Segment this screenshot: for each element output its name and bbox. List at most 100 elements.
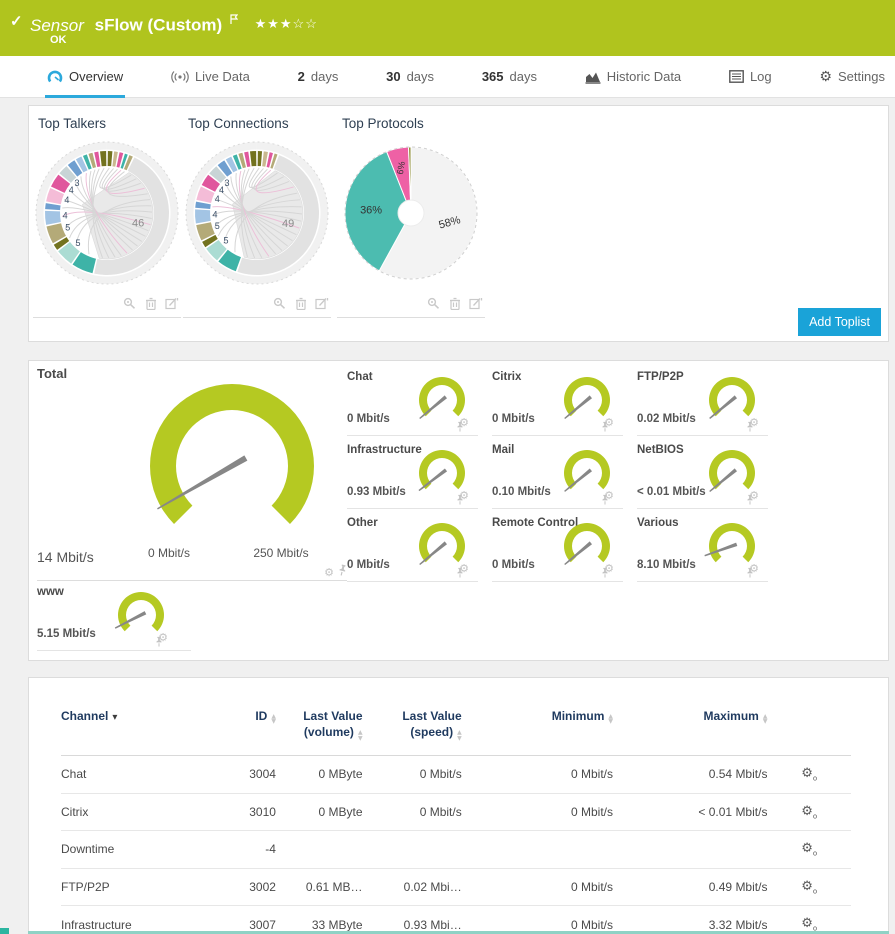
mini-gauge-citrix: Citrix 0 Mbit/s ⚙ — [492, 369, 623, 436]
col-header-last-speed[interactable]: Last Value (speed) ▲ ▼ — [362, 696, 462, 756]
gauge-gear-icon[interactable]: ⚙ — [749, 562, 759, 575]
add-toplist-button[interactable]: Add Toplist — [798, 308, 881, 336]
toplist-delete-icon[interactable] — [449, 297, 461, 315]
channel-settings-gear-icon[interactable]: ⚙o — [801, 803, 818, 821]
col-header-maximum[interactable]: Maximum ▲ ▼ — [613, 696, 768, 756]
gauge-gear-icon[interactable]: ⚙ — [749, 489, 759, 502]
mini-gauge-remote-control: Remote Control 0 Mbit/s ⚙ — [492, 515, 623, 582]
channel-settings-gear-icon[interactable]: ⚙o — [801, 916, 818, 933]
sort-desc-icon: ▾ — [112, 712, 118, 723]
svg-text:4: 4 — [69, 185, 74, 195]
tab-30-days[interactable]: 30 days — [386, 69, 435, 84]
live-data-broadcast-icon — [171, 70, 189, 84]
top-protocols-pie-chart[interactable]: 58% 36% 6% — [337, 133, 485, 298]
toplist-delete-icon[interactable] — [295, 297, 307, 315]
channel-settings-gear-icon[interactable]: ⚙o — [801, 878, 818, 896]
svg-text:4: 4 — [63, 211, 68, 221]
gauge-gear-icon[interactable]: ⚙ — [459, 562, 469, 575]
sort-icon: ▲ ▼ — [457, 729, 462, 742]
cell-id: 3002 — [211, 867, 276, 906]
gauge-gear-icon[interactable]: ⚙ — [604, 489, 614, 502]
svg-text:5: 5 — [76, 238, 81, 248]
cell-speed: 0.02 Mbi… — [362, 867, 462, 906]
next-panel-accent — [0, 928, 9, 934]
tab-label: Live Data — [194, 69, 250, 84]
tab-label: Overview — [69, 69, 124, 84]
mini-gauge-mail: Mail 0.10 Mbit/s ⚙ — [492, 442, 623, 509]
gauge-pin-icon[interactable] — [338, 563, 347, 581]
tab-label: days — [310, 69, 339, 84]
cell-volume: 0 MByte — [275, 792, 363, 831]
mini-gauge-infrastructure: Infrastructure 0.93 Mbit/s ⚙ — [347, 442, 478, 509]
svg-text:5: 5 — [224, 236, 229, 246]
mini-gauge-various: Various 8.10 Mbit/s ⚙ — [637, 515, 768, 582]
toplist-edit-icon[interactable] — [165, 297, 179, 315]
toplist-edit-icon[interactable] — [469, 297, 483, 315]
cell-max: 0.54 Mbit/s — [613, 754, 768, 794]
mini-gauge-ftp-p2p: FTP/P2P 0.02 Mbit/s ⚙ — [637, 369, 768, 436]
sort-icon: ▲ ▼ — [608, 713, 614, 726]
cell-volume: 0.61 MB… — [275, 867, 363, 906]
top-connections-chord-chart[interactable]: 49 5 5 4 4 4 3 — [183, 133, 331, 298]
svg-text:5: 5 — [215, 221, 220, 231]
gauge-gear-icon[interactable]: ⚙ — [459, 489, 469, 502]
col-header-minimum[interactable]: Minimum ▲ ▼ — [461, 696, 614, 756]
svg-text:4: 4 — [213, 210, 218, 220]
cell-channel: FTP/P2P — [61, 867, 212, 906]
gauge-gear-icon[interactable]: ⚙ — [749, 416, 759, 429]
tab-overview[interactable]: Overview — [45, 58, 126, 98]
toplist-edit-icon[interactable] — [315, 297, 329, 315]
tab-settings[interactable]: ⚙ Settings — [817, 58, 887, 98]
channel-settings-gear-icon[interactable]: ⚙o — [801, 765, 818, 783]
gauge-gear-icon[interactable]: ⚙ — [604, 416, 614, 429]
tab-historic-data[interactable]: Historic Data — [583, 58, 683, 98]
toplist-review-icon[interactable] — [123, 297, 137, 315]
flag-icon[interactable] — [230, 9, 239, 28]
col-header-channel[interactable]: Channel ▾ — [61, 696, 212, 756]
mini-gauge-netbios: NetBIOS < 0.01 Mbit/s ⚙ — [637, 442, 768, 509]
top-talkers-chord-chart[interactable]: 46 5 5 4 4 4 3 — [33, 133, 181, 298]
settings-gear-icon: ⚙ — [819, 68, 832, 85]
tab-label: days — [509, 69, 537, 84]
cell-channel: Chat — [61, 754, 212, 794]
cell-id: 3004 — [211, 754, 276, 794]
toplist-delete-icon[interactable] — [145, 297, 157, 315]
tab-label: days — [406, 69, 435, 84]
toplist-review-icon[interactable] — [273, 297, 287, 315]
table-row: FTP/P2P 3002 0.61 MB… 0.02 Mbi… 0 Mbit/s… — [61, 867, 851, 906]
gauge-gear-icon[interactable]: ⚙ — [158, 631, 168, 644]
cell-speed: 0.93 Mbi… — [362, 905, 462, 934]
col-header-last-volume[interactable]: Last Value (volume) ▲ ▼ — [275, 696, 363, 756]
col-header-id[interactable]: ID ▲ ▼ — [211, 696, 276, 756]
toplist-title: Top Protocols — [342, 116, 424, 131]
log-list-icon — [729, 70, 744, 83]
cell-max: 3.32 Mbit/s — [613, 905, 768, 934]
gauge-min-label: 0 Mbit/s — [147, 546, 190, 560]
tab-live-data[interactable]: Live Data — [169, 58, 252, 98]
historic-data-chart-icon — [585, 70, 601, 84]
channel-table: Channel ▾ ID ▲ ▼ Last Value (volume) ▲ ▼ Last… — [61, 696, 851, 934]
svg-text:6%: 6% — [395, 161, 407, 176]
gauge-max-label: 250 Mbit/s — [253, 546, 309, 560]
cell-min — [461, 830, 614, 869]
tab-365-days[interactable]: 365 days — [481, 69, 537, 84]
tab-log[interactable]: Log — [727, 58, 774, 98]
toplist-review-icon[interactable] — [427, 297, 441, 315]
channel-settings-gear-icon[interactable]: ⚙o — [801, 841, 818, 858]
cell-max: < 0.01 Mbit/s — [613, 792, 768, 831]
status-check-icon: ✓ — [10, 13, 23, 30]
gauge-gear-icon[interactable]: ⚙ — [324, 565, 334, 579]
sensor-name: sFlow (Custom) — [94, 15, 223, 35]
priority-stars[interactable]: ★★★☆☆ — [254, 15, 318, 31]
cell-id: 3007 — [211, 905, 276, 934]
toplists-panel: Top Talkers 46 5 5 4 4 4 3 Top Connections 49 5… — [28, 105, 889, 342]
table-row: Infrastructure 3007 33 MByte 0.93 Mbi… 0… — [61, 905, 851, 934]
svg-text:58%: 58% — [438, 214, 463, 231]
table-row: Downtime -4 ⚙o — [61, 830, 851, 869]
gauge-gear-icon[interactable]: ⚙ — [459, 416, 469, 429]
cell-speed: 0 Mbit/s — [362, 754, 462, 794]
gauge-value: 14 Mbit/s — [37, 549, 94, 565]
cell-volume: 33 MByte — [275, 905, 363, 934]
tab-2-days[interactable]: 2 days — [297, 69, 339, 84]
gauge-gear-icon[interactable]: ⚙ — [604, 562, 614, 575]
